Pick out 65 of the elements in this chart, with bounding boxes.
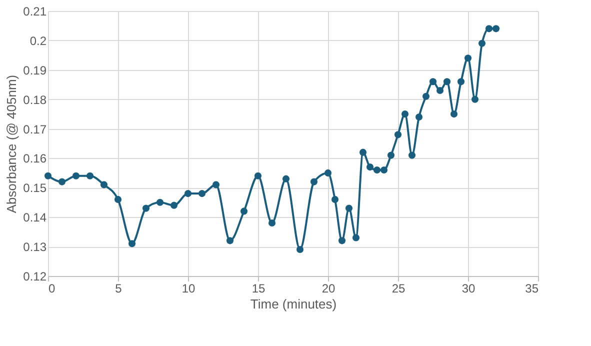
point <box>401 110 409 118</box>
point <box>422 92 430 100</box>
point <box>366 164 374 171</box>
point <box>296 246 304 254</box>
point <box>492 25 500 32</box>
y-tick-label: 0.14 <box>23 210 47 225</box>
point <box>156 198 164 206</box>
point <box>44 172 52 180</box>
point <box>254 172 262 180</box>
point <box>429 78 437 86</box>
point <box>184 190 192 198</box>
point <box>338 237 346 244</box>
y-axis-title: Absorbance (@ 405nm) <box>4 74 20 214</box>
point <box>170 202 178 209</box>
point <box>373 166 381 174</box>
point <box>324 169 332 176</box>
x-tick-label: 20 <box>322 282 336 296</box>
point <box>457 78 465 86</box>
point <box>212 181 220 188</box>
point <box>359 148 367 156</box>
point <box>478 40 486 47</box>
y-tick-label: 0.16 <box>23 152 47 166</box>
point <box>268 219 276 227</box>
x-tick-label: 5 <box>115 282 122 296</box>
point <box>86 172 94 180</box>
y-tick-label: 0.15 <box>23 181 47 196</box>
x-tick-label: 10 <box>182 282 196 296</box>
point <box>408 152 416 159</box>
point <box>380 166 388 174</box>
point <box>72 172 80 180</box>
x-tick-label: 30 <box>462 282 476 296</box>
point <box>226 237 234 244</box>
point <box>436 86 444 94</box>
y-tick-label: 0.2 <box>30 34 47 48</box>
point <box>142 204 150 212</box>
point <box>282 175 290 182</box>
y-tick-label: 0.18 <box>23 92 47 107</box>
point <box>471 96 479 103</box>
point <box>464 54 472 62</box>
x-tick-label: 35 <box>525 282 539 296</box>
x-tick-label: 25 <box>392 282 406 296</box>
y-tick-label: 0.19 <box>23 63 47 78</box>
point <box>387 152 395 159</box>
point <box>352 234 360 242</box>
point <box>310 178 318 186</box>
y-tick-label: 0.13 <box>23 240 47 254</box>
x-tick-label: 15 <box>252 282 266 296</box>
point <box>128 240 136 248</box>
y-tick-label: 0.17 <box>23 122 47 136</box>
point <box>443 78 451 86</box>
point <box>240 208 248 215</box>
point <box>394 131 402 138</box>
point <box>58 178 66 186</box>
point <box>450 110 458 118</box>
x-axis-title: Time (minutes) <box>250 296 337 312</box>
y-tick-label: 0.21 <box>23 4 47 18</box>
point <box>415 113 423 121</box>
point <box>485 25 493 32</box>
x-tick-label: 0 <box>48 282 56 296</box>
point <box>114 196 122 203</box>
y-tick-label: 0.12 <box>23 270 47 284</box>
point <box>198 190 206 198</box>
point <box>100 181 108 188</box>
point <box>345 204 353 212</box>
point <box>331 196 339 203</box>
